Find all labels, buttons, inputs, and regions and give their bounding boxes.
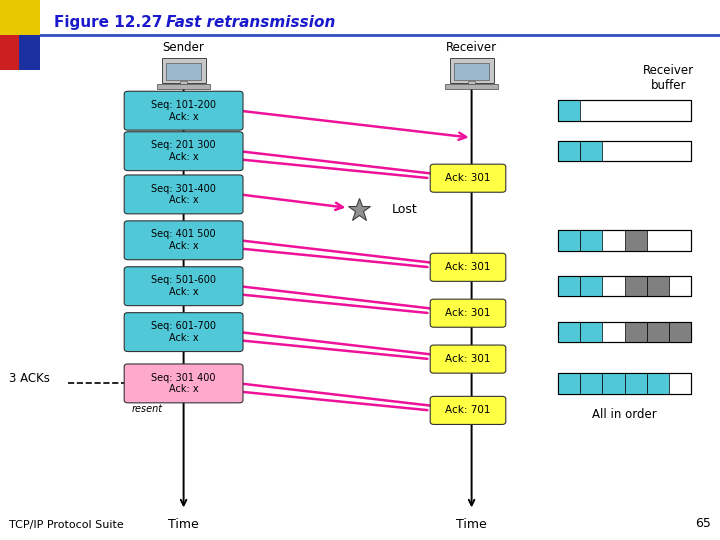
- Text: Figure 12.27: Figure 12.27: [54, 15, 163, 30]
- Text: 3 ACKs: 3 ACKs: [9, 372, 50, 384]
- FancyBboxPatch shape: [625, 276, 647, 296]
- FancyBboxPatch shape: [431, 299, 505, 327]
- FancyBboxPatch shape: [625, 373, 647, 394]
- FancyBboxPatch shape: [124, 175, 243, 214]
- FancyBboxPatch shape: [157, 84, 210, 89]
- Text: Sender: Sender: [163, 41, 204, 54]
- Text: Seq: 601-700
Ack: x: Seq: 601-700 Ack: x: [151, 321, 216, 343]
- FancyBboxPatch shape: [445, 84, 498, 89]
- Text: Receiver
buffer: Receiver buffer: [643, 64, 694, 92]
- FancyBboxPatch shape: [124, 221, 243, 260]
- FancyBboxPatch shape: [558, 230, 580, 251]
- FancyBboxPatch shape: [124, 313, 243, 352]
- Text: Ack: 301: Ack: 301: [445, 308, 491, 318]
- FancyBboxPatch shape: [469, 82, 474, 86]
- Text: Ack: 701: Ack: 701: [445, 406, 491, 415]
- Text: Seq: 401 500
Ack: x: Seq: 401 500 Ack: x: [151, 230, 216, 251]
- Text: Receiver: Receiver: [446, 41, 498, 54]
- Text: 65: 65: [696, 517, 711, 530]
- FancyBboxPatch shape: [580, 141, 603, 161]
- Text: Seq: 301-400
Ack: x: Seq: 301-400 Ack: x: [151, 184, 216, 205]
- Text: Ack: 301: Ack: 301: [445, 262, 491, 272]
- Text: Ack: 301: Ack: 301: [445, 354, 491, 364]
- FancyBboxPatch shape: [647, 322, 669, 342]
- FancyBboxPatch shape: [580, 276, 603, 296]
- Text: Ack: 301: Ack: 301: [445, 173, 491, 183]
- Text: Time: Time: [168, 518, 199, 531]
- FancyBboxPatch shape: [580, 230, 603, 251]
- FancyBboxPatch shape: [558, 373, 691, 394]
- FancyBboxPatch shape: [166, 63, 201, 79]
- Text: All in order: All in order: [593, 408, 657, 421]
- Text: Seq: 101-200
Ack: x: Seq: 101-200 Ack: x: [151, 100, 216, 122]
- FancyBboxPatch shape: [449, 58, 494, 83]
- FancyBboxPatch shape: [454, 63, 489, 79]
- FancyBboxPatch shape: [431, 253, 505, 281]
- FancyBboxPatch shape: [625, 230, 647, 251]
- FancyBboxPatch shape: [431, 164, 505, 192]
- FancyBboxPatch shape: [558, 141, 691, 161]
- FancyBboxPatch shape: [558, 141, 580, 161]
- Text: Time: Time: [456, 518, 487, 531]
- FancyBboxPatch shape: [124, 267, 243, 306]
- FancyBboxPatch shape: [0, 35, 40, 70]
- Text: Seq: 501-600
Ack: x: Seq: 501-600 Ack: x: [151, 275, 216, 297]
- FancyBboxPatch shape: [558, 100, 580, 121]
- FancyBboxPatch shape: [580, 373, 603, 394]
- FancyBboxPatch shape: [0, 0, 40, 35]
- FancyBboxPatch shape: [558, 322, 580, 342]
- FancyBboxPatch shape: [558, 276, 580, 296]
- FancyBboxPatch shape: [669, 322, 691, 342]
- FancyBboxPatch shape: [558, 230, 691, 251]
- Text: Seq: 301 400
Ack: x: Seq: 301 400 Ack: x: [151, 373, 216, 394]
- FancyBboxPatch shape: [647, 276, 669, 296]
- FancyBboxPatch shape: [558, 322, 691, 342]
- Text: resent: resent: [132, 404, 163, 415]
- FancyBboxPatch shape: [124, 91, 243, 130]
- Text: Lost: Lost: [392, 203, 418, 216]
- FancyBboxPatch shape: [558, 373, 580, 394]
- FancyBboxPatch shape: [181, 82, 186, 86]
- FancyBboxPatch shape: [124, 132, 243, 171]
- FancyBboxPatch shape: [558, 100, 691, 121]
- Text: TCP/IP Protocol Suite: TCP/IP Protocol Suite: [9, 520, 123, 530]
- FancyBboxPatch shape: [161, 58, 206, 83]
- Text: Seq: 201 300
Ack: x: Seq: 201 300 Ack: x: [151, 140, 216, 162]
- FancyBboxPatch shape: [603, 373, 625, 394]
- Text: Fast retransmission: Fast retransmission: [166, 15, 335, 30]
- FancyBboxPatch shape: [431, 396, 505, 424]
- FancyBboxPatch shape: [19, 35, 40, 70]
- FancyBboxPatch shape: [647, 373, 669, 394]
- FancyBboxPatch shape: [558, 276, 691, 296]
- FancyBboxPatch shape: [580, 322, 603, 342]
- FancyBboxPatch shape: [124, 364, 243, 403]
- FancyBboxPatch shape: [625, 322, 647, 342]
- FancyBboxPatch shape: [431, 345, 505, 373]
